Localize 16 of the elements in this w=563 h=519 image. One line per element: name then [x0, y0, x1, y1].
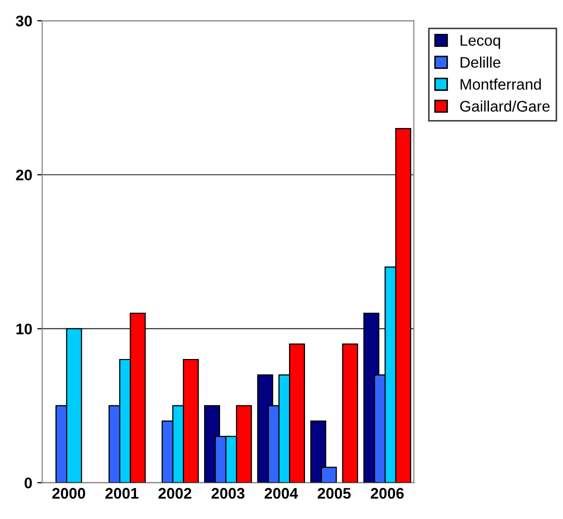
- x-tick-label: 2004: [264, 488, 298, 499]
- y-tick-label: 10: [16, 324, 32, 334]
- y-tick-label: 0: [24, 478, 32, 488]
- legend-label: Montferrand: [460, 78, 541, 90]
- x-tick-label: 2000: [52, 488, 86, 499]
- legend-label: Delille: [460, 56, 500, 68]
- x-tick-label: 2006: [370, 488, 404, 499]
- legend-label: Lecoq: [460, 35, 500, 49]
- x-tick-label: 2005: [318, 488, 351, 499]
- x-tick-label: 2002: [158, 488, 192, 499]
- bar: [342, 344, 358, 483]
- x-tick-label: 2001: [105, 488, 138, 499]
- x-tick-label: 2003: [212, 488, 244, 499]
- y-tick-label: 30: [16, 16, 32, 26]
- legend-label: Gaillard/Gare: [460, 100, 550, 112]
- y-tick-label: 20: [16, 170, 32, 180]
